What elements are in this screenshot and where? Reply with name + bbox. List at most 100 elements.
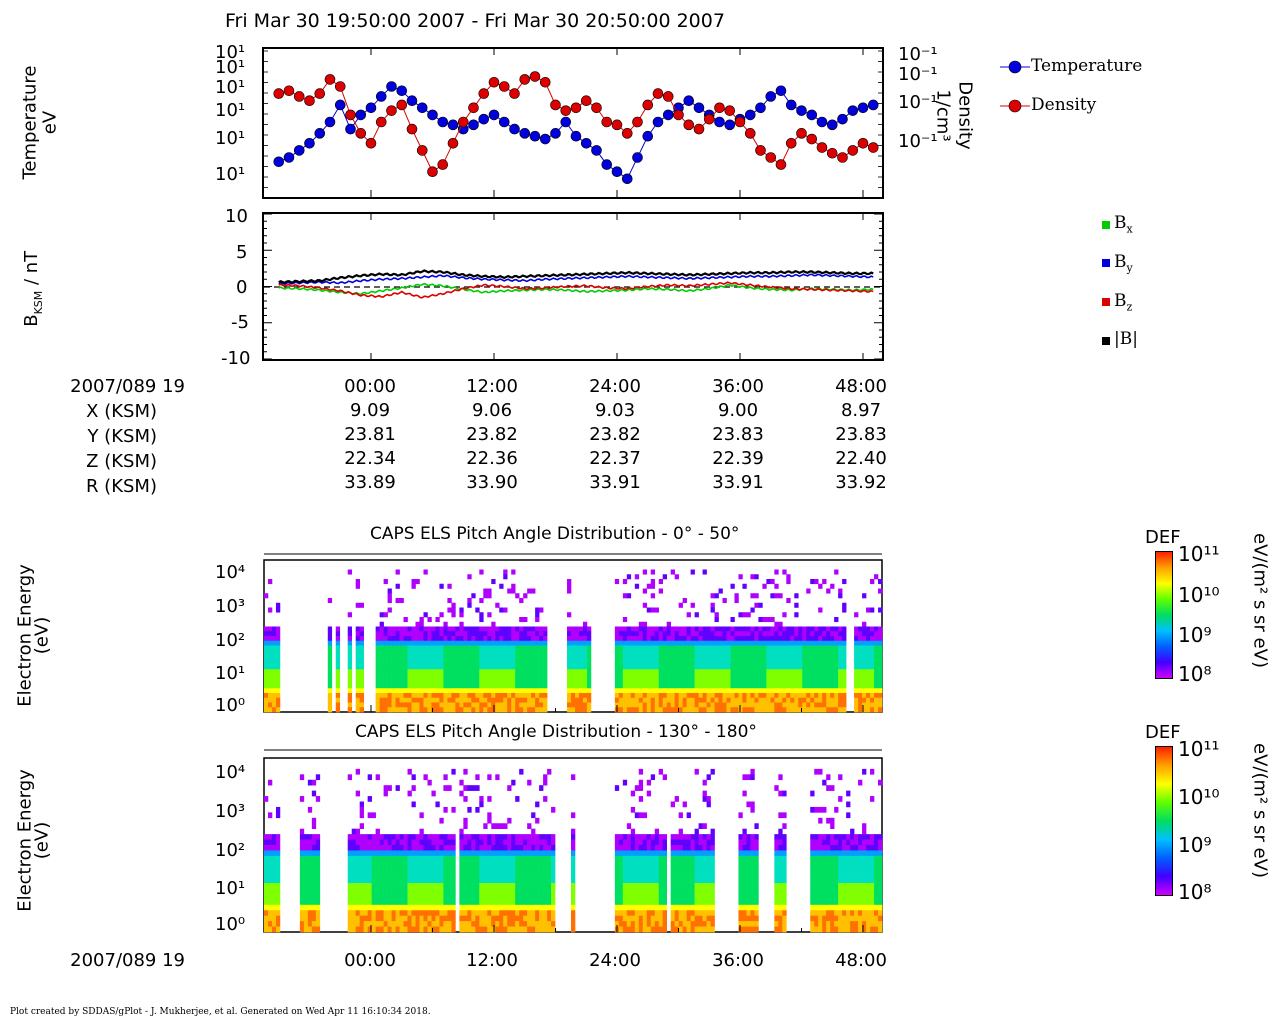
spec2-cell: [870, 839, 875, 846]
spec1-cell: [866, 659, 871, 665]
spec1-cell: [642, 631, 648, 637]
spec1-cell: [878, 683, 883, 689]
spec1-cell: [858, 683, 863, 689]
spec1-cell: [690, 702, 695, 708]
spec1-cell: [742, 688, 747, 694]
spec1-cell: [614, 645, 620, 651]
spec1-cell: [264, 645, 269, 651]
spec2-cell: [459, 921, 464, 927]
spec2-cell: [527, 899, 532, 906]
spec1-cell: [826, 588, 831, 594]
spec1-cell: [694, 664, 699, 670]
spec1-cell: [806, 702, 811, 708]
spec2-cell: [475, 861, 480, 868]
spec2-cell: [642, 910, 648, 916]
spec2-cell: [678, 883, 683, 889]
spec2-cell: [419, 883, 424, 889]
spec1-cell: [415, 621, 420, 627]
spec2-cell: [447, 926, 452, 933]
spec1-cell: [539, 688, 544, 694]
spec2-cell: [503, 904, 508, 911]
spec1-cell: [543, 683, 548, 689]
spec1-cell: [762, 693, 767, 699]
spec1-cell: [754, 626, 759, 632]
spec1-cell: [778, 626, 783, 632]
spec2-cell: [710, 866, 715, 873]
spec1-cell: [463, 640, 468, 646]
spec1-cell: [642, 645, 648, 651]
spec2-cell: [411, 915, 416, 922]
spec2-cell: [694, 768, 699, 775]
spec2-cell: [463, 796, 468, 802]
spec1-cell: [264, 659, 269, 665]
spec1-cell: [806, 669, 811, 675]
spec2-cell: [778, 845, 783, 851]
spec1-cell: [403, 669, 408, 675]
spec2-cell: [395, 888, 400, 895]
spec2-cell: [475, 806, 480, 813]
spec2-cell: [571, 855, 576, 862]
spec2-cell: [375, 883, 380, 889]
spec2-cell: [658, 834, 664, 840]
spec2-cell: [371, 921, 376, 927]
spec2-cell: [874, 915, 879, 922]
spec2-cell: [870, 888, 875, 895]
spec2-cell: [531, 845, 536, 851]
spec2-cell: [379, 888, 384, 895]
spec1-cell: [423, 569, 428, 575]
spec2-cell: [311, 926, 317, 933]
spec2-cell: [698, 899, 703, 906]
spec1-cell: [874, 688, 879, 694]
spec1-cell: [403, 636, 408, 642]
spec2-cell: [479, 845, 484, 851]
spec1-cell: [702, 702, 707, 708]
spec2-cell: [459, 915, 464, 922]
spec1-cell: [774, 655, 779, 661]
spec1-cell: [271, 697, 277, 703]
spec1-cell: [567, 650, 572, 656]
spec1-cell: [515, 697, 520, 703]
spec1-cell: [383, 626, 388, 632]
spec1-cell: [567, 674, 572, 680]
spec1-cell: [798, 702, 803, 708]
spec2-cell: [499, 915, 504, 922]
spec2-cell: [459, 866, 464, 873]
spec1-cell: [690, 669, 695, 675]
legend-bx-label: Bx: [1114, 213, 1133, 236]
spec2-cell: [363, 861, 368, 868]
spec1-cell: [794, 707, 799, 713]
spec1-cell: [395, 702, 400, 708]
ephem-z: 22.34: [344, 448, 396, 469]
spec1-cell: [762, 678, 767, 684]
spec1-cell: [798, 669, 803, 675]
spec1-cell: [491, 693, 496, 699]
spec1-cell: [634, 674, 640, 680]
spec1-cell: [666, 664, 671, 670]
spec2-cell: [706, 855, 711, 862]
spec2-cell: [427, 910, 432, 916]
spec1-cell: [830, 631, 835, 637]
spec1-cell: [375, 636, 380, 642]
spec2-cell: [467, 850, 472, 857]
spec1-cell: [682, 645, 687, 651]
spec2-cell: [571, 839, 576, 846]
spec2-cell: [826, 839, 831, 846]
spec1-cell: [431, 664, 436, 670]
spec2-cell: [495, 850, 500, 857]
spec2-cell: [547, 768, 552, 775]
spec1-cell: [427, 626, 432, 632]
spec2-cell: [674, 904, 679, 911]
spec2-cell: [387, 785, 392, 791]
spec1-cell: [375, 669, 380, 675]
spec1-cell: [646, 688, 652, 694]
spec1-cell: [395, 693, 400, 699]
spec2-cell: [271, 899, 277, 906]
spec1-cell: [782, 669, 787, 675]
spec1-cell: [459, 702, 464, 708]
spec1-cell: [746, 645, 751, 651]
spec2-cell: [830, 861, 835, 868]
panel2-ytick: 10: [225, 206, 248, 227]
spec1-cell: [654, 655, 660, 661]
spec1-cell: [866, 636, 871, 642]
spec1-cell: [503, 707, 508, 713]
